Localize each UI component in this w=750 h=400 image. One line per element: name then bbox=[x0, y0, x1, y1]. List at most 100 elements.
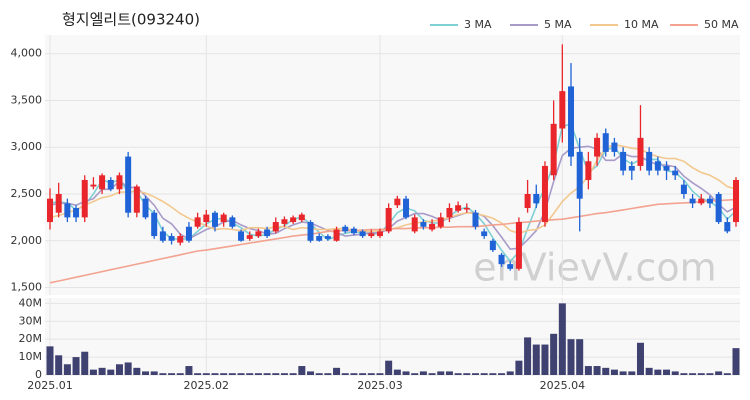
candle-body bbox=[99, 175, 106, 190]
candle-body bbox=[420, 222, 427, 227]
volume-bar bbox=[576, 339, 584, 375]
candle-body bbox=[463, 208, 470, 210]
volume-bar bbox=[445, 371, 453, 375]
volume-bar bbox=[541, 344, 549, 375]
candle-body bbox=[663, 165, 670, 171]
candle-body bbox=[533, 193, 540, 204]
volume-plot-bg bbox=[45, 298, 740, 375]
candle-body bbox=[246, 235, 253, 239]
candle-body bbox=[594, 137, 601, 157]
y-tick-label: 40M bbox=[19, 296, 43, 309]
y-tick-label: 20M bbox=[19, 332, 43, 345]
volume-bar bbox=[654, 369, 662, 375]
candle-body bbox=[403, 198, 410, 218]
volume-bar bbox=[480, 373, 488, 375]
candle-body bbox=[81, 179, 88, 218]
volume-bar bbox=[706, 373, 714, 375]
legend-label: 3 MA bbox=[464, 18, 492, 31]
x-tick-label: 2025.03 bbox=[357, 379, 403, 392]
candle-body bbox=[350, 228, 357, 234]
volume-bar bbox=[697, 373, 705, 375]
candle-body bbox=[307, 222, 314, 241]
y-tick-label: 2,500 bbox=[11, 187, 43, 200]
volume-bar bbox=[550, 333, 558, 375]
volume-bar bbox=[532, 344, 540, 375]
candle-body bbox=[125, 156, 132, 213]
candle-body bbox=[281, 219, 288, 224]
candle-body bbox=[524, 193, 531, 209]
volume-bar bbox=[402, 371, 410, 375]
volume-bar bbox=[263, 373, 271, 375]
volume-bar bbox=[628, 371, 636, 375]
legend-label: 10 MA bbox=[624, 18, 659, 31]
volume-bar bbox=[246, 373, 254, 375]
volume-bar bbox=[289, 373, 297, 375]
candle-body bbox=[481, 231, 488, 237]
volume-bar bbox=[333, 367, 341, 375]
volume-bar bbox=[272, 373, 280, 375]
y-tick-label: 3,000 bbox=[11, 140, 43, 153]
volume-bar bbox=[185, 366, 193, 375]
volume-bar bbox=[220, 373, 228, 375]
candle-body bbox=[585, 161, 592, 180]
candle-body bbox=[602, 133, 609, 152]
volume-bar bbox=[307, 371, 315, 375]
volume-bar bbox=[176, 373, 184, 375]
candle-body bbox=[298, 214, 305, 221]
candle-body bbox=[194, 217, 201, 227]
volume-bar bbox=[133, 367, 141, 375]
y-tick-label: 0 bbox=[35, 368, 42, 381]
candle-body bbox=[654, 161, 661, 171]
candle-body bbox=[238, 231, 245, 241]
volume-bar bbox=[454, 373, 462, 375]
candle-body bbox=[229, 217, 236, 227]
candle-body bbox=[472, 212, 479, 227]
candle-body bbox=[559, 91, 566, 129]
candle-body bbox=[733, 179, 739, 223]
candle-body bbox=[498, 254, 505, 265]
candle-body bbox=[220, 214, 227, 223]
chart-title: 형지엘리트(093240) bbox=[62, 11, 200, 29]
candle-body bbox=[324, 236, 331, 239]
volume-bar bbox=[367, 373, 375, 375]
volume-bar bbox=[159, 373, 167, 375]
volume-bar bbox=[645, 367, 653, 375]
volume-bar bbox=[411, 373, 419, 375]
volume-bar bbox=[202, 373, 210, 375]
candle-body bbox=[385, 208, 392, 232]
y-tick-label: 3,500 bbox=[11, 93, 43, 106]
volume-bar bbox=[98, 367, 106, 375]
legend-label: 5 MA bbox=[544, 18, 572, 31]
candle-body bbox=[698, 198, 705, 204]
candle-body bbox=[689, 198, 696, 204]
volume-bar bbox=[567, 339, 575, 375]
volume-bar bbox=[515, 360, 523, 375]
candle-body bbox=[724, 222, 731, 232]
candle-body bbox=[507, 264, 514, 269]
volume-bar bbox=[315, 373, 323, 375]
volume-bar bbox=[376, 373, 384, 375]
candle-body bbox=[151, 212, 158, 237]
candle-body bbox=[455, 205, 462, 211]
candle-body bbox=[47, 198, 53, 223]
candle-body bbox=[368, 233, 375, 237]
volume-bar bbox=[341, 373, 349, 375]
volume-bar bbox=[689, 373, 697, 375]
volume-bar bbox=[663, 369, 671, 375]
candle-body bbox=[359, 231, 366, 237]
volume-bar bbox=[280, 373, 288, 375]
volume-bar bbox=[107, 369, 115, 375]
candle-body bbox=[73, 208, 80, 218]
candle-body bbox=[637, 137, 644, 166]
candle-body bbox=[515, 222, 522, 269]
volume-bar bbox=[115, 364, 123, 375]
candle-body bbox=[394, 198, 401, 206]
volume-bar bbox=[602, 367, 610, 375]
candle-body bbox=[333, 229, 340, 241]
volume-bar bbox=[237, 373, 245, 375]
volume-bar bbox=[393, 369, 401, 375]
watermark: enVievV.com bbox=[473, 246, 716, 290]
volume-bar bbox=[350, 373, 358, 375]
volume-bar bbox=[428, 373, 436, 375]
